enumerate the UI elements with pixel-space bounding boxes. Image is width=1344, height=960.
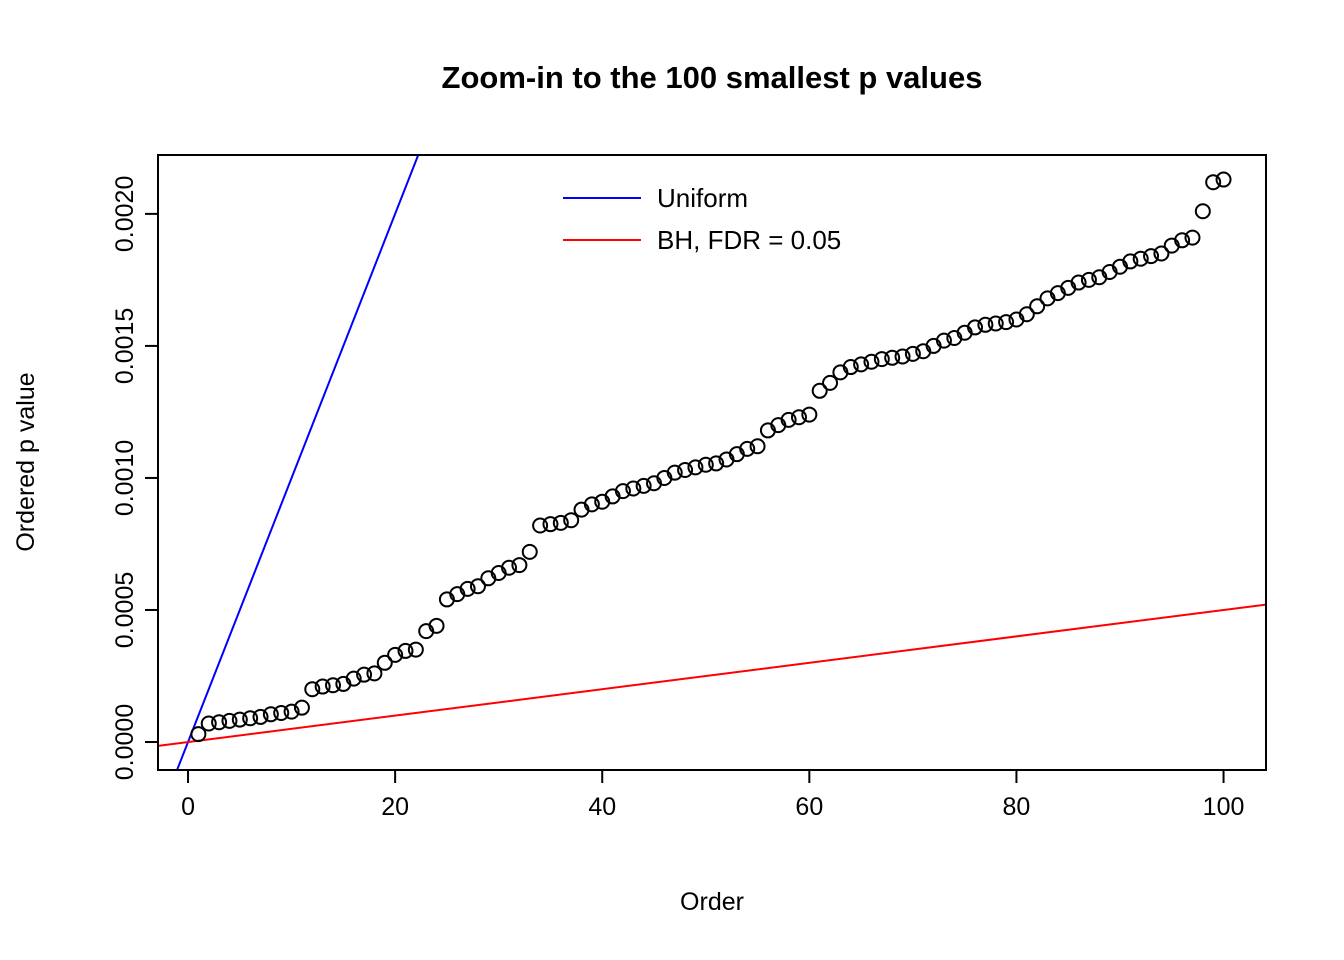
data-point xyxy=(511,557,528,574)
data-point xyxy=(532,517,549,534)
data-point xyxy=(935,332,952,349)
reference-lines xyxy=(158,155,1266,770)
data-point xyxy=(677,462,694,479)
x-tick-label: 0 xyxy=(181,793,195,821)
data-point xyxy=(325,677,342,694)
plot-box xyxy=(157,154,1267,771)
y-tick-label: 0.0010 xyxy=(111,440,139,516)
data-point xyxy=(811,382,828,399)
data-point xyxy=(987,315,1004,332)
data-point xyxy=(977,316,994,333)
data-point xyxy=(842,359,859,376)
chart-title: Zoom-in to the 100 smallest p values xyxy=(442,60,983,95)
data-point xyxy=(1080,271,1097,288)
scatter-points xyxy=(190,171,1232,743)
uniform-line xyxy=(175,155,420,770)
data-point xyxy=(884,349,901,366)
data-point xyxy=(1205,174,1222,191)
data-point xyxy=(231,711,248,728)
data-point xyxy=(697,456,714,473)
data-point xyxy=(252,708,269,725)
data-point xyxy=(283,703,300,720)
data-point xyxy=(687,459,704,476)
x-tick-label: 40 xyxy=(588,793,616,821)
data-point xyxy=(1029,298,1046,315)
legend-label: BH, FDR = 0.05 xyxy=(657,225,841,255)
x-tick-label: 60 xyxy=(795,793,823,821)
data-point xyxy=(583,496,600,513)
y-tick-label: 0.0005 xyxy=(111,572,139,648)
data-point xyxy=(904,345,921,362)
y-tick-label: 0.0000 xyxy=(111,704,139,780)
y-axis: 0.0000 0.0005 0.0010 0.0015 0.0020 xyxy=(111,176,158,780)
data-point xyxy=(211,714,228,731)
data-point xyxy=(542,516,559,533)
data-point xyxy=(749,438,766,455)
data-point xyxy=(801,406,818,423)
data-point xyxy=(387,646,404,663)
data-point xyxy=(366,665,383,682)
data-point xyxy=(708,455,725,472)
data-point xyxy=(356,666,373,683)
legend-label: Uniform xyxy=(657,183,748,213)
data-point xyxy=(459,580,476,597)
y-tick-label: 0.0015 xyxy=(111,308,139,384)
y-axis-label: Ordered p value xyxy=(12,372,40,551)
data-point xyxy=(1153,245,1170,262)
data-point xyxy=(863,353,880,370)
data-point xyxy=(273,704,290,721)
data-point xyxy=(790,409,807,426)
data-point xyxy=(739,440,756,457)
x-tick-label: 100 xyxy=(1203,793,1245,821)
data-point xyxy=(998,314,1015,331)
data-point xyxy=(822,374,839,391)
data-point xyxy=(1184,229,1201,246)
data-point xyxy=(873,351,890,368)
data-point xyxy=(469,578,486,595)
data-point xyxy=(242,710,259,727)
data-point xyxy=(1174,232,1191,249)
data-point xyxy=(376,654,393,671)
bh-line xyxy=(158,603,1266,747)
data-point xyxy=(780,411,797,428)
data-point xyxy=(625,480,642,497)
y-tick-label: 0.0020 xyxy=(111,176,139,252)
data-point xyxy=(521,543,538,560)
data-point xyxy=(894,348,911,365)
data-point xyxy=(666,464,683,481)
legend: Uniform BH, FDR = 0.05 xyxy=(563,183,841,255)
data-point xyxy=(1194,203,1211,220)
data-point xyxy=(967,319,984,336)
data-point xyxy=(262,706,279,723)
data-point xyxy=(1070,274,1087,291)
data-point xyxy=(293,699,310,716)
x-tick-label: 80 xyxy=(1003,793,1031,821)
data-point xyxy=(1018,306,1035,323)
x-tick-label: 20 xyxy=(381,793,409,821)
data-point xyxy=(1143,248,1160,265)
data-point xyxy=(552,514,569,531)
data-point xyxy=(221,712,238,729)
data-point xyxy=(614,483,631,500)
data-point xyxy=(853,356,870,373)
data-point xyxy=(314,678,331,695)
data-point xyxy=(190,726,207,743)
data-point xyxy=(407,641,424,658)
data-point xyxy=(304,681,321,698)
data-point xyxy=(635,477,652,494)
data-point xyxy=(501,559,518,576)
x-axis-label: Order xyxy=(680,888,744,916)
data-point xyxy=(397,642,414,659)
data-point xyxy=(200,715,217,732)
data-point xyxy=(345,670,362,687)
data-point xyxy=(1122,253,1139,270)
data-point xyxy=(428,617,445,634)
data-point xyxy=(1132,250,1149,267)
x-axis: 0 20 40 60 80 100 xyxy=(181,770,1244,821)
data-point xyxy=(1215,171,1232,188)
data-point xyxy=(563,512,580,529)
